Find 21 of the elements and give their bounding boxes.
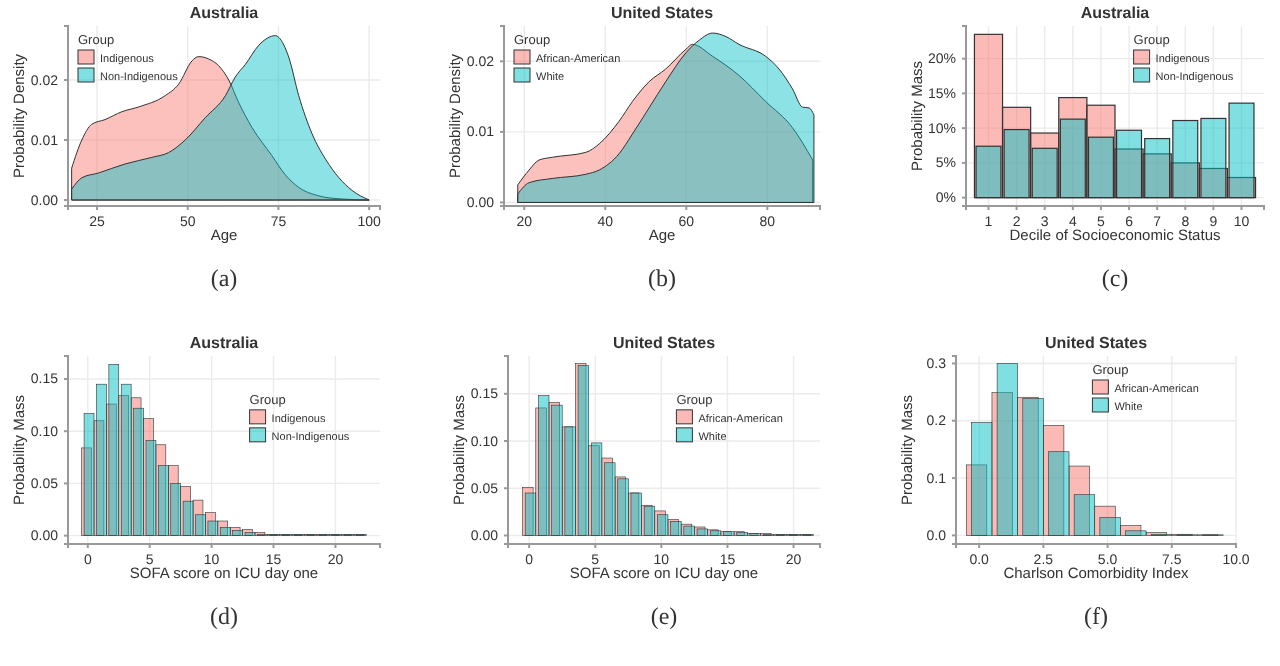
text: (d) bbox=[210, 602, 238, 630]
bar bbox=[1172, 119, 1199, 199]
text: (b) bbox=[648, 264, 676, 292]
text: (a) bbox=[210, 264, 238, 292]
chart-title: United States bbox=[1044, 334, 1149, 352]
bar bbox=[1228, 102, 1255, 199]
chart-title: Australia bbox=[1080, 4, 1151, 22]
bar bbox=[1087, 136, 1114, 199]
text: (e) bbox=[650, 602, 678, 630]
bar bbox=[1144, 137, 1171, 199]
bar bbox=[1116, 129, 1143, 199]
bar bbox=[1059, 118, 1086, 199]
bar bbox=[975, 145, 1002, 199]
bar bbox=[1003, 128, 1030, 199]
chart-title: Australia bbox=[189, 4, 260, 22]
chart-title: Australia bbox=[189, 334, 260, 352]
chart-title: United States bbox=[610, 4, 715, 22]
bar bbox=[1200, 117, 1227, 199]
chart-title: United States bbox=[612, 334, 717, 352]
text: (f) bbox=[1084, 602, 1108, 630]
text: (c) bbox=[1101, 264, 1129, 292]
